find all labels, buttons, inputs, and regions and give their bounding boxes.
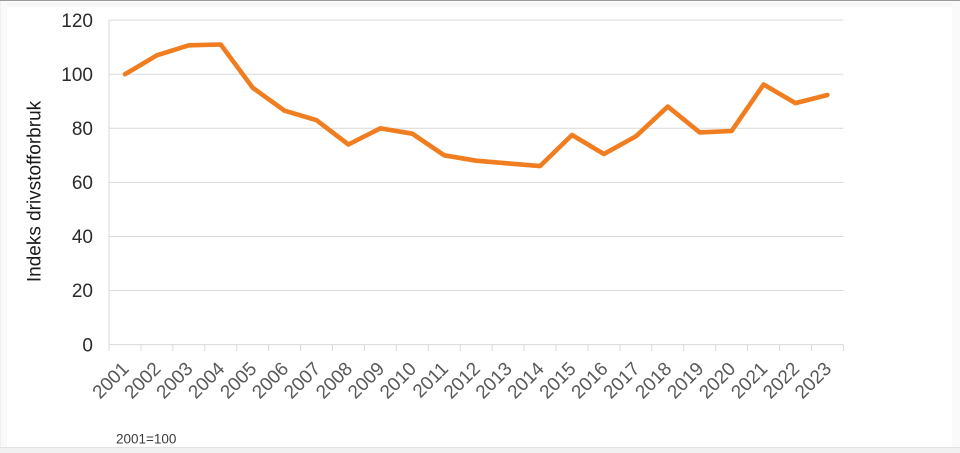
svg-text:2021: 2021 xyxy=(727,359,772,404)
svg-text:2018: 2018 xyxy=(632,359,677,404)
svg-text:2009: 2009 xyxy=(344,359,389,404)
svg-text:2005: 2005 xyxy=(217,359,262,404)
svg-text:2023: 2023 xyxy=(791,359,836,404)
svg-text:120: 120 xyxy=(61,11,93,32)
svg-text:2020: 2020 xyxy=(695,359,740,404)
svg-text:2002: 2002 xyxy=(121,359,166,404)
svg-text:2010: 2010 xyxy=(376,359,421,404)
svg-text:2001=100: 2001=100 xyxy=(116,432,176,447)
svg-text:2012: 2012 xyxy=(440,359,485,404)
svg-text:2017: 2017 xyxy=(600,359,645,404)
svg-text:2007: 2007 xyxy=(280,359,325,404)
svg-text:2022: 2022 xyxy=(759,359,804,404)
svg-text:100: 100 xyxy=(61,65,93,86)
svg-text:60: 60 xyxy=(72,173,93,194)
svg-text:80: 80 xyxy=(72,119,93,140)
svg-text:2013: 2013 xyxy=(472,359,517,404)
svg-text:2015: 2015 xyxy=(536,359,581,404)
svg-text:0: 0 xyxy=(82,335,93,356)
svg-text:40: 40 xyxy=(72,227,93,248)
svg-text:20: 20 xyxy=(72,281,93,302)
svg-text:Indeks drivstofforbruk: Indeks drivstofforbruk xyxy=(25,100,46,282)
svg-text:2016: 2016 xyxy=(568,359,613,404)
svg-text:2006: 2006 xyxy=(248,359,293,404)
svg-text:2019: 2019 xyxy=(664,359,709,404)
svg-text:2003: 2003 xyxy=(153,359,198,404)
svg-text:2008: 2008 xyxy=(312,359,357,404)
svg-text:2001: 2001 xyxy=(89,359,134,404)
